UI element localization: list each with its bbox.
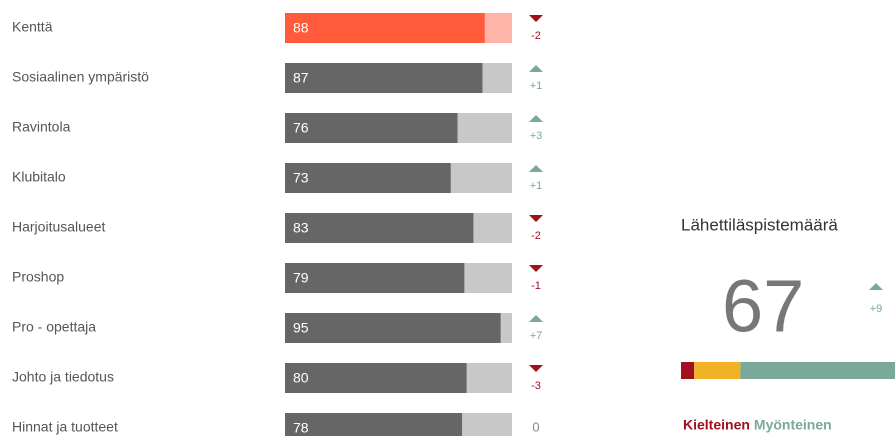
bar (285, 313, 501, 343)
change-arrow (529, 315, 543, 322)
bar-value: 73 (293, 170, 309, 186)
change-label: -2 (531, 30, 541, 42)
score-change: +9 (870, 303, 883, 315)
change-label: -3 (531, 380, 541, 392)
change-label: +3 (530, 130, 543, 142)
legend-label: Kielteinen (683, 417, 750, 433)
change-arrow (529, 365, 543, 372)
bar (285, 213, 474, 243)
change-arrow (529, 215, 543, 222)
bar-value: 87 (293, 70, 309, 86)
bar (285, 363, 467, 393)
bar-value: 95 (293, 320, 309, 336)
score-title: Lähettiläspistemäärä (681, 215, 838, 234)
change-arrow (529, 115, 543, 122)
bar (285, 413, 463, 436)
change-arrow (529, 165, 543, 172)
category-label: Ravintola (12, 119, 71, 135)
change-label: -2 (531, 230, 541, 242)
bar-value: 83 (293, 220, 309, 236)
bar-value: 76 (293, 120, 309, 136)
change-label: +1 (530, 180, 543, 192)
change-arrow (529, 65, 543, 72)
bar-value: 78 (293, 420, 309, 436)
score-segment (681, 362, 695, 379)
score-segment (694, 362, 741, 379)
bar (285, 163, 451, 193)
category-label: Pro - opettaja (12, 319, 96, 335)
change-label: +1 (530, 80, 543, 92)
score-segment (740, 362, 895, 379)
change-label: -1 (531, 280, 541, 292)
bar (285, 63, 483, 93)
bar (285, 13, 485, 43)
bar-value: 79 (293, 270, 309, 286)
category-label: Sosiaalinen ympäristö (12, 69, 149, 85)
change-arrow (529, 15, 543, 22)
category-label: Proshop (12, 269, 64, 285)
bar-value: 80 (293, 370, 309, 386)
category-label: Klubitalo (12, 169, 66, 185)
category-label: Johto ja tiedotus (12, 369, 114, 385)
change-label: +7 (530, 330, 543, 342)
legend-label: Myönteinen (754, 417, 832, 433)
change-arrow (529, 265, 543, 272)
score-value: 67 (722, 265, 804, 348)
category-label: Harjoitusalueet (12, 219, 105, 235)
change-arrow (869, 283, 883, 290)
category-label: Kenttä (12, 19, 53, 35)
bar (285, 113, 458, 143)
change-label: 0 (532, 419, 539, 434)
category-label: Hinnat ja tuotteet (12, 419, 118, 435)
bar (285, 263, 465, 293)
bar-value: 88 (293, 20, 309, 36)
